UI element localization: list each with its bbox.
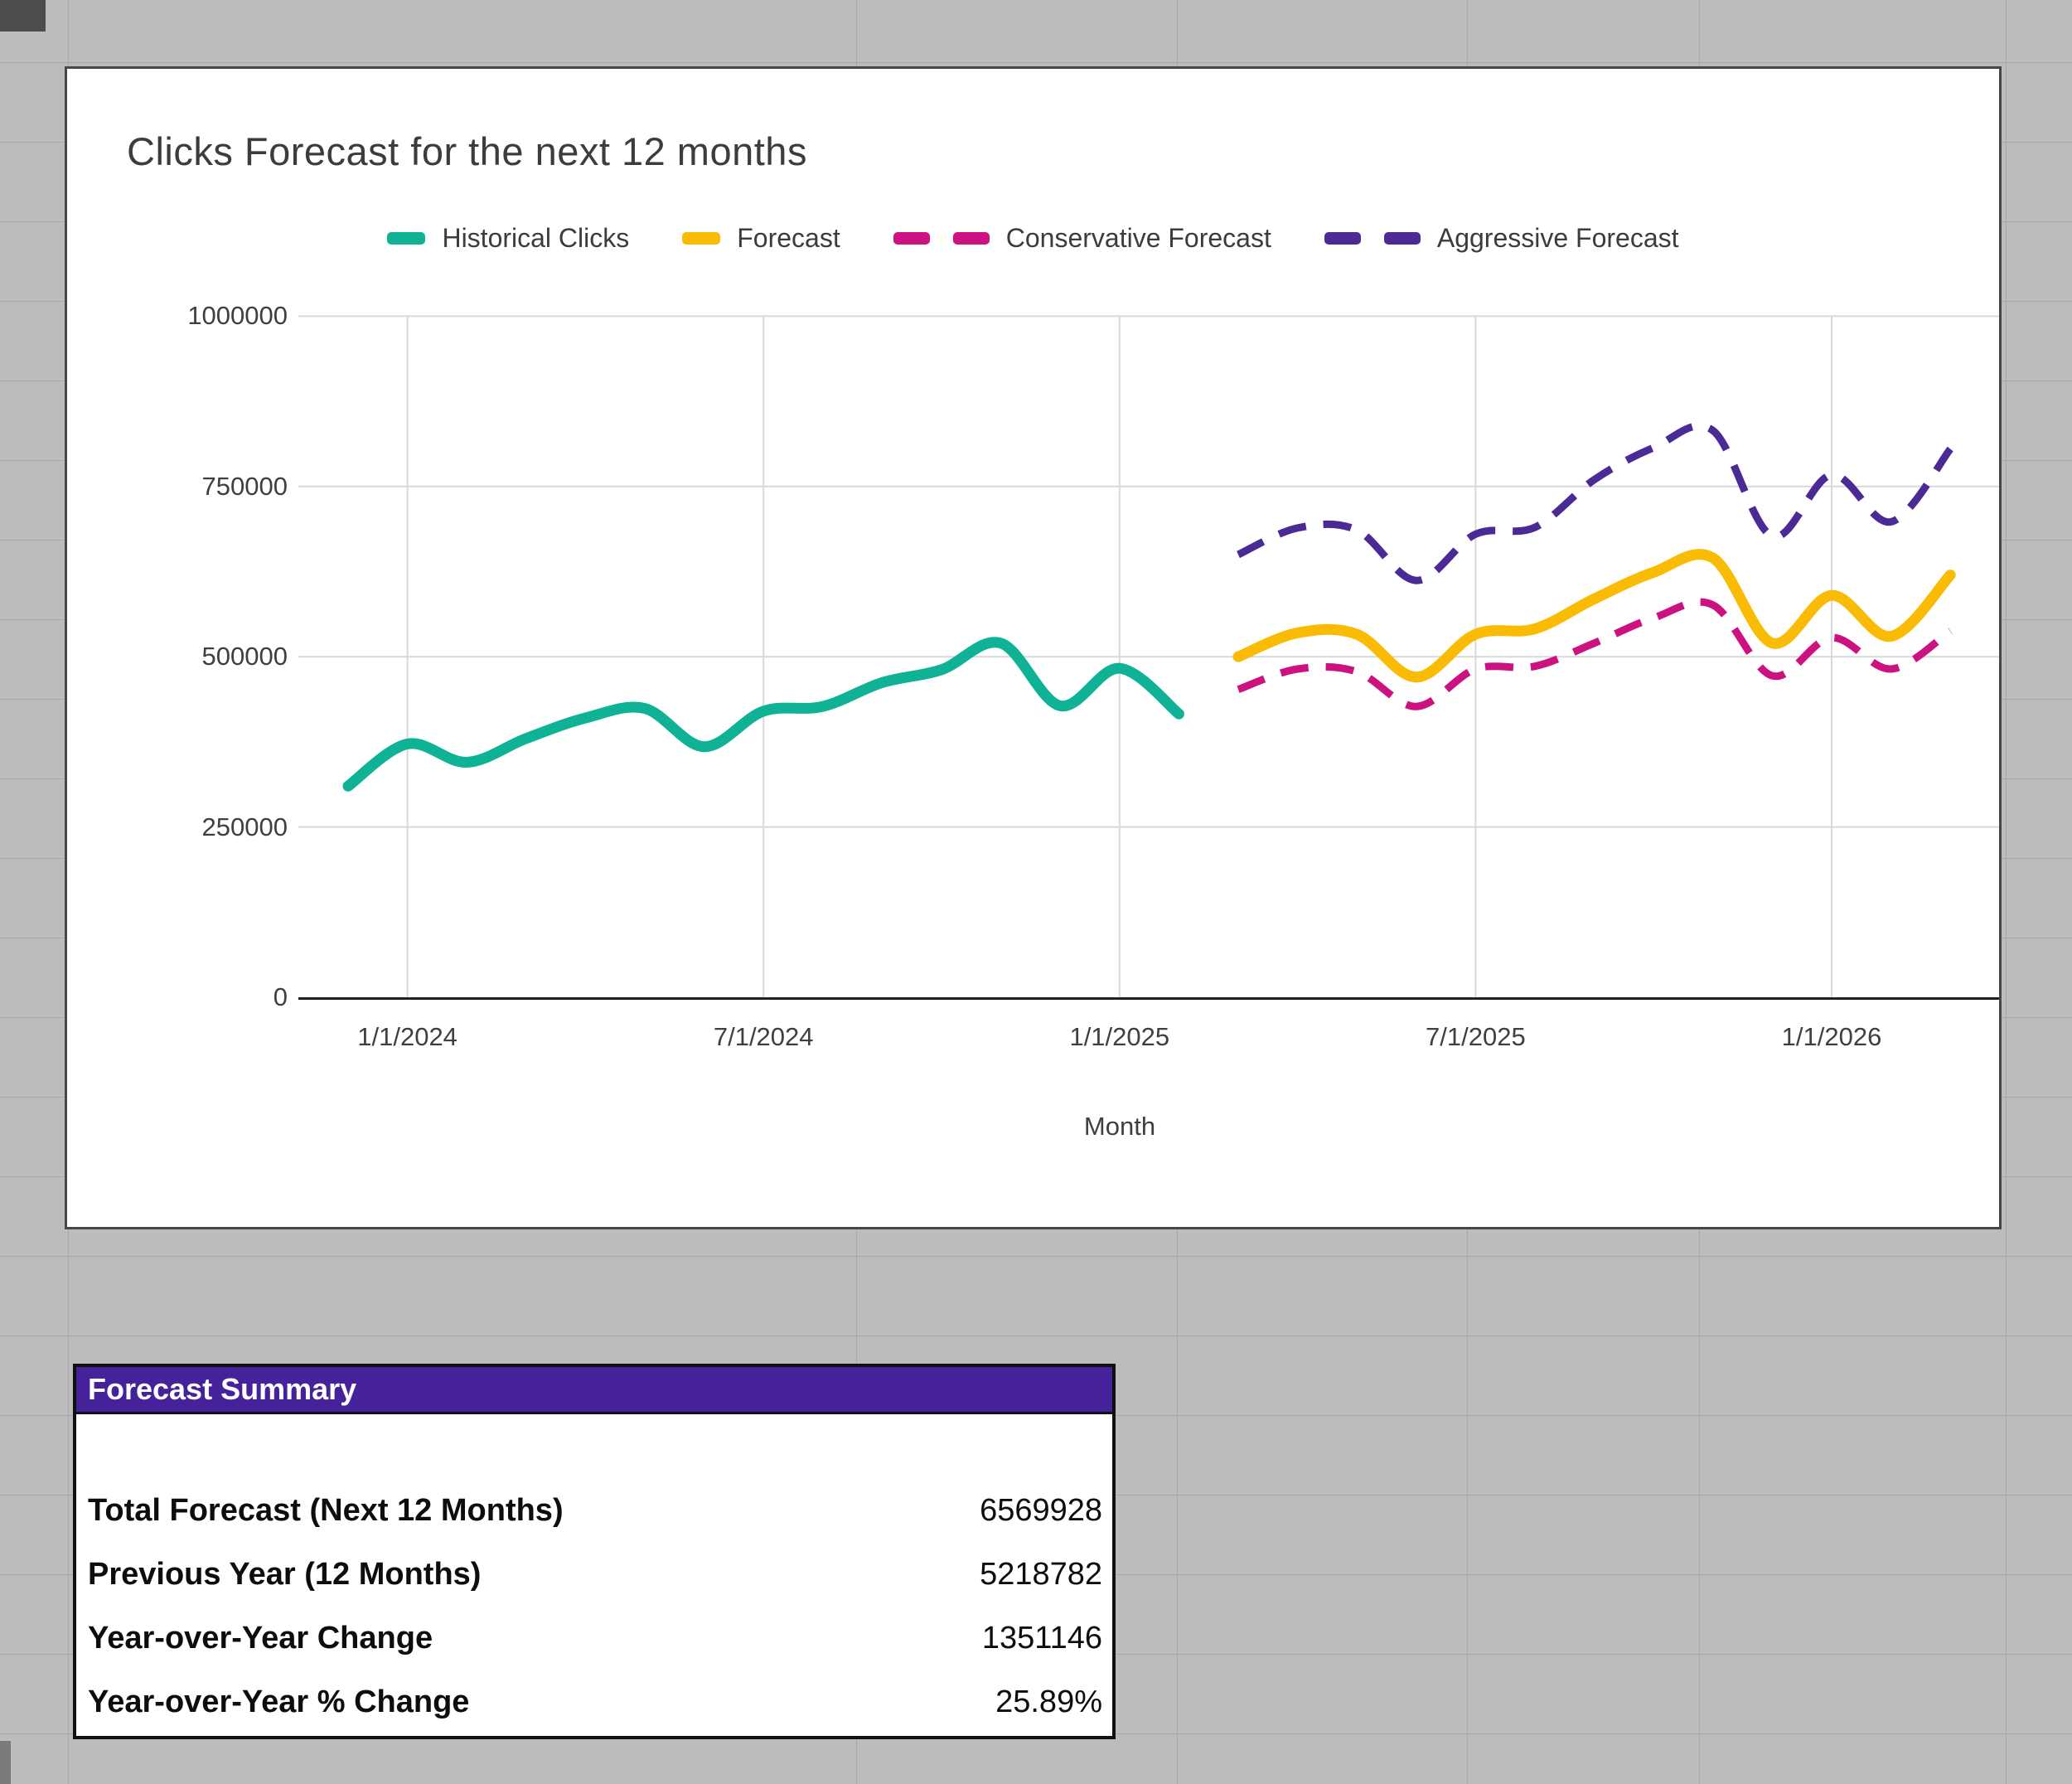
forecast-summary-header-cell[interactable]: Forecast Summary <box>76 1367 1112 1414</box>
aggressive-forecast-dash-swatch-icon <box>1324 231 1421 245</box>
y-axis-tick-label: 1000000 <box>187 301 288 331</box>
y-axis-tick-label: 500000 <box>201 642 288 671</box>
legend-label: Conservative Forecast <box>1005 222 1271 253</box>
chart-plot-area <box>298 315 1999 1000</box>
x-axis-title: Month <box>1083 1112 1156 1141</box>
summary-label-cell[interactable]: Year-over-Year % Change <box>88 1685 470 1719</box>
historical-clicks-swatch-icon <box>387 231 426 245</box>
y-axis-tick-label: 250000 <box>201 812 288 841</box>
forecast-summary-body: Total Forecast (Next 12 Months) 6569928 … <box>76 1414 1112 1736</box>
clicks-forecast-chart[interactable]: Clicks Forecast for the next 12 months H… <box>65 66 2002 1229</box>
summary-value-cell[interactable]: 1351146 <box>981 1621 1102 1656</box>
forecast-summary-table[interactable]: Forecast Summary Total Forecast (Next 12… <box>73 1364 1116 1739</box>
summary-label-cell[interactable]: Previous Year (12 Months) <box>88 1557 482 1592</box>
forecast-swatch-icon <box>682 231 721 245</box>
legend-label: Aggressive Forecast <box>1436 222 1679 253</box>
chart-legend: Historical Clicks Forecast Conservative … <box>67 218 1999 258</box>
legend-item-conservative-forecast: Conservative Forecast <box>893 223 1271 254</box>
legend-label: Forecast <box>737 222 840 253</box>
x-axis-tick-label: 1/1/2024 <box>357 1022 457 1051</box>
summary-value-cell[interactable]: 25.89% <box>995 1685 1102 1719</box>
series-line-historical-clicks <box>342 637 1184 792</box>
x-axis-tick-label: 7/1/2024 <box>713 1022 814 1051</box>
x-axis-tick-label: 1/1/2026 <box>1781 1022 1882 1051</box>
summary-label-cell[interactable]: Year-over-Year Change <box>88 1621 433 1656</box>
legend-item-aggressive-forecast: Aggressive Forecast <box>1324 223 1679 254</box>
table-row: Total Forecast (Next 12 Months) 6569928 <box>76 1479 1112 1543</box>
legend-item-forecast: Forecast <box>682 223 840 254</box>
series-line-aggressive-forecast <box>1237 422 1953 584</box>
series-line-forecast <box>1232 549 1956 683</box>
x-axis-tick-label: 1/1/2025 <box>1069 1022 1170 1051</box>
y-axis-tick-label: 0 <box>273 982 288 1011</box>
table-row: Previous Year (12 Months) 5218782 <box>76 1543 1112 1607</box>
y-axis-tick-label: 750000 <box>201 471 288 501</box>
legend-label: Historical Clicks <box>442 222 630 253</box>
summary-label-cell[interactable]: Total Forecast (Next 12 Months) <box>88 1493 564 1528</box>
sheet-corner-block <box>0 0 46 32</box>
sheet-edge-strip <box>0 1741 11 1784</box>
conservative-forecast-dash-swatch-icon <box>893 231 990 245</box>
series-line-conservative-forecast <box>1237 598 1953 710</box>
chart-title: Clicks Forecast for the next 12 months <box>127 129 807 173</box>
spreadsheet-grid-column <box>2006 0 2007 1784</box>
x-axis-tick-label: 7/1/2025 <box>1426 1022 1526 1051</box>
legend-item-historical-clicks: Historical Clicks <box>387 223 629 254</box>
table-row: Year-over-Year % Change 25.89% <box>76 1670 1112 1734</box>
summary-value-cell[interactable]: 6569928 <box>980 1493 1102 1528</box>
summary-value-cell[interactable]: 5218782 <box>980 1557 1102 1592</box>
table-row: Year-over-Year Change 1351146 <box>76 1607 1112 1670</box>
